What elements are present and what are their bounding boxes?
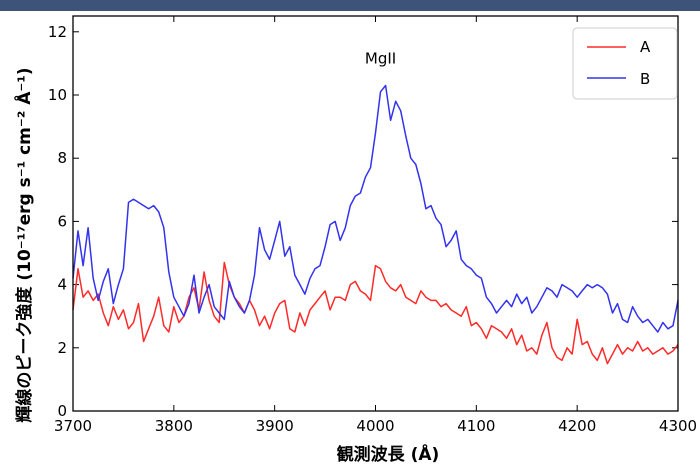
y-tick-label-12: 12 bbox=[48, 23, 67, 41]
annotation-mgii: MgII bbox=[365, 49, 396, 67]
legend-box bbox=[572, 27, 678, 100]
y-tick-label-8: 8 bbox=[57, 149, 67, 167]
x-tick-label-3800: 3800 bbox=[155, 417, 193, 435]
series-line-b bbox=[72, 84, 679, 333]
x-tick-label-4000: 4000 bbox=[356, 417, 394, 435]
plot-series bbox=[72, 84, 679, 365]
y-tick-label-2: 2 bbox=[57, 339, 67, 357]
y-tick-label-0: 0 bbox=[57, 402, 67, 420]
x-tick-label-4200: 4200 bbox=[558, 417, 596, 435]
plot-frame bbox=[72, 15, 679, 412]
x-tick-label-4300: 4300 bbox=[659, 417, 697, 435]
y-tick-label-10: 10 bbox=[48, 86, 67, 104]
y-tick-label-4: 4 bbox=[57, 276, 67, 294]
x-tick-label-3900: 3900 bbox=[256, 417, 294, 435]
series-line-a bbox=[72, 261, 679, 365]
x-axis-label: 観測波長 (Å) bbox=[337, 442, 440, 465]
axis-ticks: 3700 3800 3900 4000 4100 4200 4300 0 2 4 6 8 10 12 bbox=[48, 16, 697, 435]
x-tick-label-4100: 4100 bbox=[457, 417, 495, 435]
x-tick-label-3700: 3700 bbox=[54, 417, 92, 435]
legend: A B bbox=[572, 27, 678, 100]
y-tick-label-6: 6 bbox=[57, 212, 67, 230]
y-axis-label: 輝線のピーク強度 (10⁻¹⁷erg s⁻¹ cm⁻² Å⁻¹) bbox=[12, 67, 35, 422]
window-top-bar bbox=[0, 0, 700, 11]
legend-label-b: B bbox=[640, 70, 650, 88]
legend-label-a: A bbox=[640, 38, 651, 56]
